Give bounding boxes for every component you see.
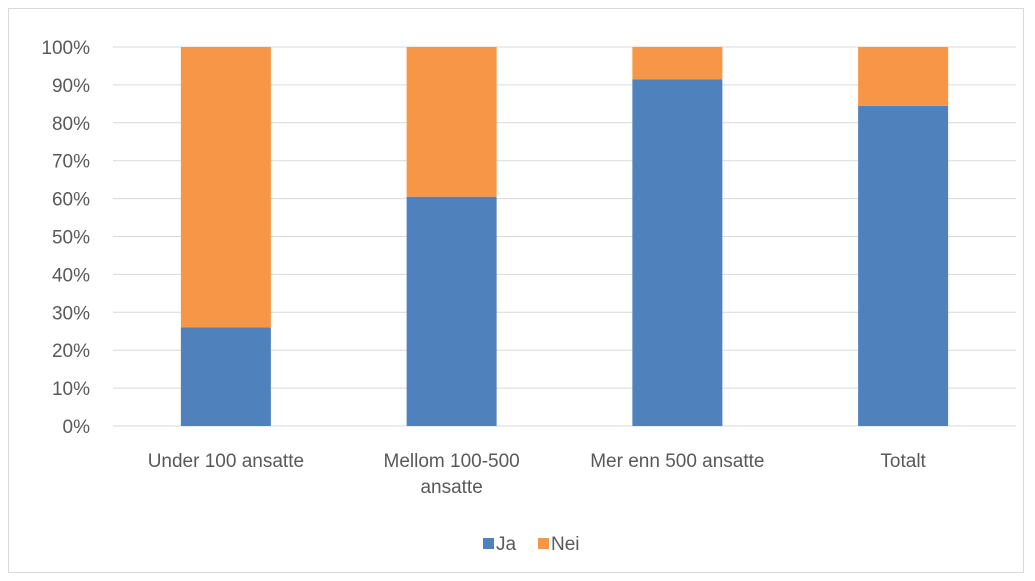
chart-frame xyxy=(8,8,1024,573)
legend: Ja Nei xyxy=(483,534,580,555)
legend-swatch-nei xyxy=(538,538,549,549)
bar-ja-2 xyxy=(632,79,723,426)
bar-ja-1 xyxy=(406,196,497,426)
x-category-label: Totalt xyxy=(880,451,926,472)
legend-swatch-ja xyxy=(483,538,494,549)
legend-label-nei: Nei xyxy=(551,534,580,555)
y-tick-label: 30% xyxy=(52,303,90,324)
bar-ja-3 xyxy=(858,105,949,427)
bars xyxy=(180,47,949,427)
bar-nei-2 xyxy=(632,47,723,80)
x-category-label: Under 100 ansatte xyxy=(148,451,304,472)
y-tick-label: 90% xyxy=(52,76,90,97)
y-tick-label: 0% xyxy=(63,417,91,438)
y-tick-label: 60% xyxy=(52,190,90,211)
y-tick-label: 50% xyxy=(52,228,90,249)
bar-nei-3 xyxy=(858,47,949,106)
x-category-label: Mer enn 500 ansatte xyxy=(590,451,764,472)
y-tick-label: 40% xyxy=(52,265,90,286)
y-tick-label: 20% xyxy=(52,341,90,362)
y-tick-label: 80% xyxy=(52,114,90,135)
y-axis-tick-labels: 0% 10% 20% 30% 40% 50% 60% 70% 80% 90% 100% xyxy=(41,38,90,438)
y-tick-label: 100% xyxy=(41,38,90,59)
y-tick-label: 70% xyxy=(52,152,90,173)
bar-ja-0 xyxy=(180,327,271,426)
bar-nei-0 xyxy=(180,47,271,328)
y-tick-label: 10% xyxy=(52,379,90,400)
x-axis-category-labels: Under 100 ansatte Mellom 100-500 ansatte Me… xyxy=(148,451,927,498)
x-category-label: Mellom 100-500 ansatte xyxy=(384,451,520,498)
bar-nei-1 xyxy=(406,47,497,197)
legend-label-ja: Ja xyxy=(496,534,517,555)
